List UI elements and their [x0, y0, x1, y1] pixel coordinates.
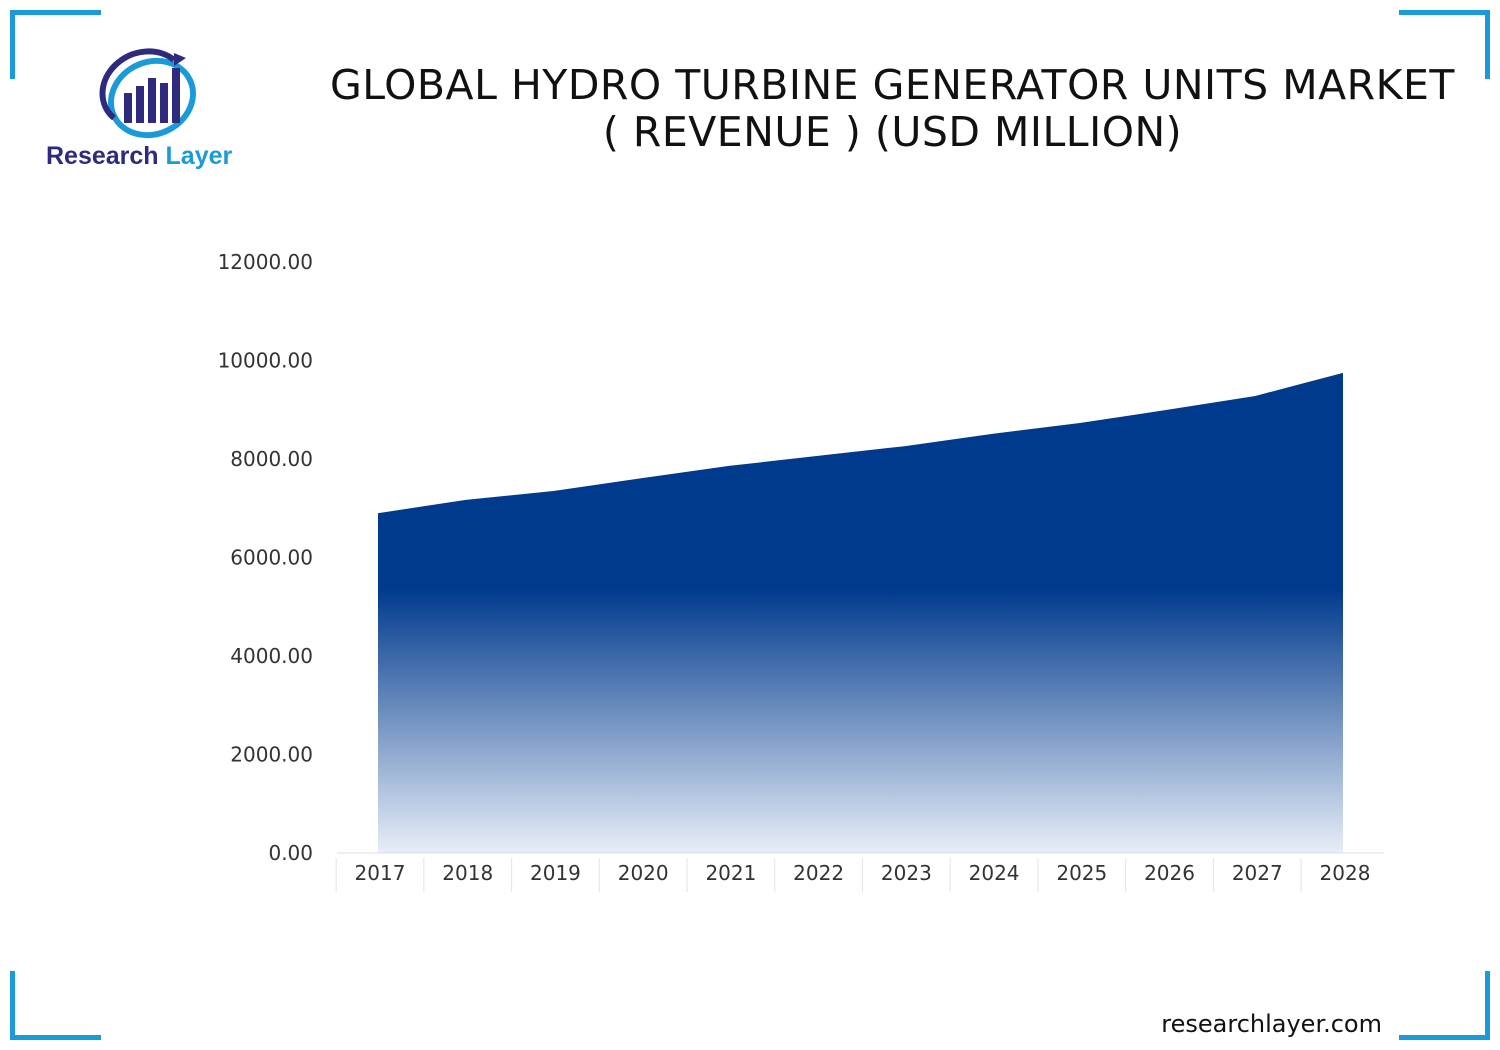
x-tick-label: 2025: [1056, 861, 1107, 885]
x-tick-label: 2024: [969, 861, 1020, 885]
corner-frame-bottom-right: [1399, 971, 1490, 1040]
chart-title-line1: GLOBAL HYDRO TURBINE GENERATOR UNITS MAR…: [330, 61, 1455, 109]
logo-chart-icon: [99, 48, 196, 139]
x-tick-label: 2028: [1320, 861, 1371, 885]
x-tick-label: 2022: [793, 861, 844, 885]
y-tick-label: 0.00: [268, 841, 313, 865]
x-tick-label: 2019: [530, 861, 581, 885]
x-tick-label: 2018: [442, 861, 493, 885]
y-tick-label: 6000.00: [230, 546, 313, 570]
logo-text-layer: Layer: [165, 142, 233, 170]
logo-text-research: Research: [46, 142, 159, 170]
logo: Research Layer: [44, 48, 264, 178]
corner-frame-bottom-left: [10, 971, 101, 1040]
corner-frame-top-right: [1399, 10, 1490, 79]
y-tick-label: 10000.00: [218, 349, 313, 373]
y-tick-label: 12000.00: [218, 250, 313, 274]
y-tick-label: 2000.00: [230, 743, 313, 767]
footer-website: researchlayer.com: [1161, 1010, 1382, 1038]
x-tick-label: 2027: [1232, 861, 1283, 885]
chart-title-line2: ( REVENUE ) (USD MILLION): [602, 108, 1183, 156]
x-tick-label: 2023: [881, 861, 932, 885]
x-tick-label: 2020: [618, 861, 669, 885]
area-series: [378, 372, 1343, 853]
chart-title: GLOBAL HYDRO TURBINE GENERATOR UNITS MAR…: [320, 62, 1465, 156]
y-tick-label: 4000.00: [230, 644, 313, 668]
x-tick-label: 2021: [705, 861, 756, 885]
x-tick-label: 2026: [1144, 861, 1195, 885]
y-tick-label: 8000.00: [230, 447, 313, 471]
corner-frame-top-left: [10, 10, 101, 79]
x-tick-label: 2017: [355, 861, 406, 885]
